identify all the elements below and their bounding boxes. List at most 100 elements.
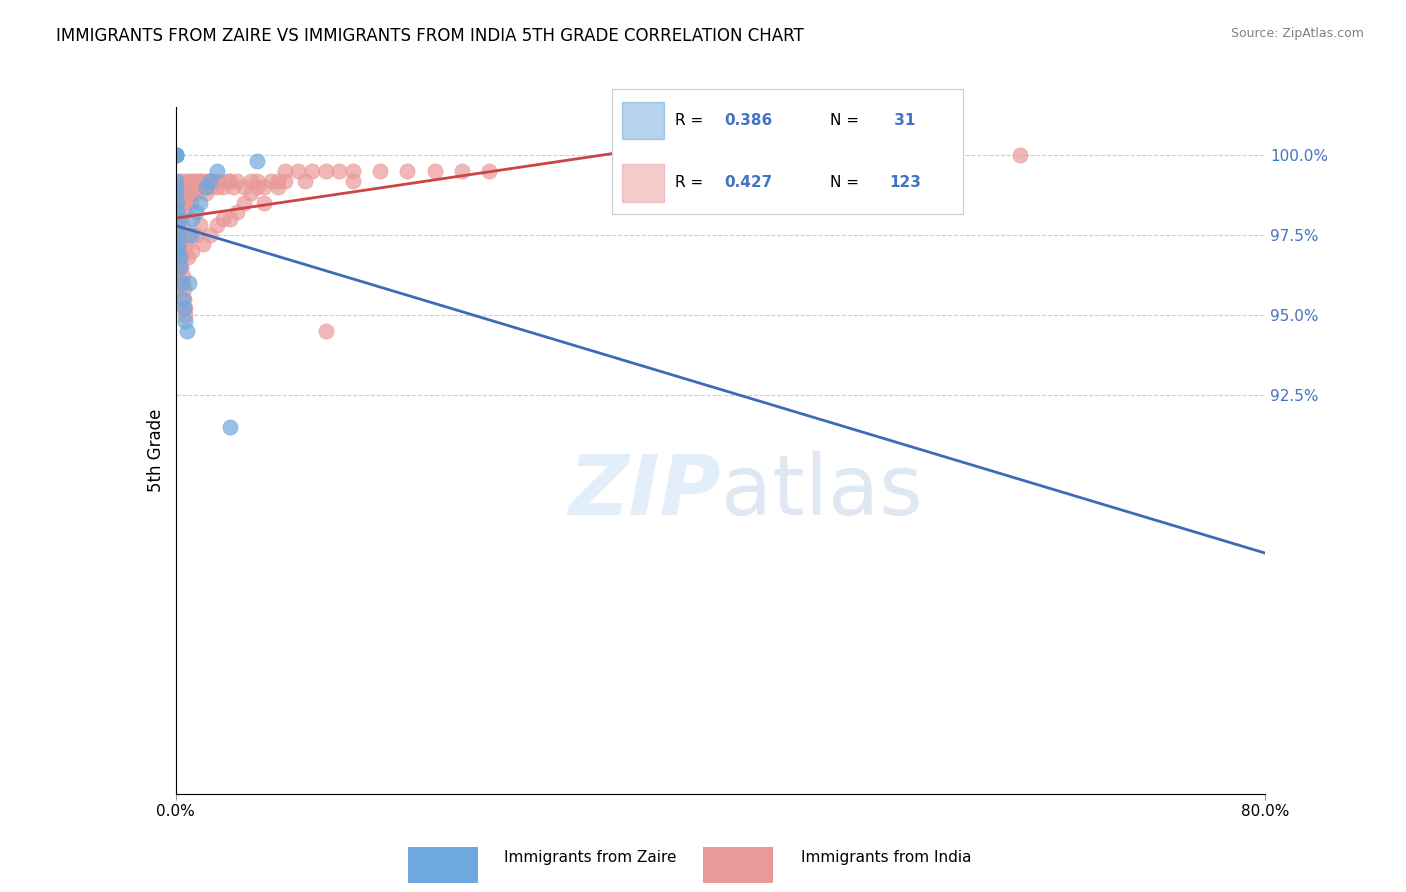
Point [179, 227, 201, 242]
Point [167, 219, 190, 233]
Point [177, 186, 200, 201]
Point [176, 180, 198, 194]
Point [179, 173, 201, 187]
Point [342, 164, 364, 178]
Point [169, 211, 191, 226]
Point [170, 186, 193, 201]
Point [186, 186, 208, 201]
Text: 0.386: 0.386 [724, 113, 772, 128]
Point [165, 244, 187, 258]
Point [202, 173, 225, 187]
Point [342, 173, 364, 187]
Point [1010, 148, 1032, 162]
Point [165, 237, 187, 252]
Point [170, 195, 193, 210]
Point [186, 180, 208, 194]
Point [423, 164, 446, 178]
Point [165, 269, 187, 284]
Point [198, 227, 221, 242]
Point [166, 219, 188, 233]
Point [191, 237, 214, 252]
Point [166, 195, 188, 210]
Point [165, 180, 187, 194]
Point [181, 186, 204, 201]
Point [179, 276, 201, 290]
Point [180, 180, 202, 194]
Point [173, 195, 195, 210]
Point [167, 244, 190, 258]
Text: ZIP: ZIP [568, 451, 721, 533]
Point [167, 195, 190, 210]
Point [169, 260, 191, 274]
Point [165, 219, 187, 233]
Point [172, 269, 194, 284]
Point [190, 180, 212, 194]
Point [179, 186, 201, 201]
Point [172, 292, 194, 306]
Point [232, 195, 254, 210]
Point [219, 211, 242, 226]
Point [165, 227, 187, 242]
Point [186, 227, 208, 242]
Point [174, 186, 197, 201]
Point [180, 195, 202, 210]
Point [165, 205, 187, 219]
Point [172, 276, 194, 290]
Point [217, 173, 239, 187]
Point [260, 173, 283, 187]
Point [174, 308, 197, 322]
Point [195, 180, 218, 194]
Point [169, 195, 191, 210]
Point [287, 164, 309, 178]
Point [172, 195, 194, 210]
Point [170, 276, 193, 290]
Point [239, 173, 262, 187]
Point [165, 148, 187, 162]
Point [173, 282, 195, 296]
Point [197, 173, 219, 187]
Point [170, 260, 193, 274]
Point [239, 186, 262, 201]
Point [188, 173, 211, 187]
Point [193, 180, 215, 194]
Point [246, 173, 269, 187]
Point [188, 195, 211, 210]
Point [172, 180, 194, 194]
Point [191, 173, 214, 187]
FancyBboxPatch shape [621, 102, 665, 139]
Point [205, 219, 228, 233]
Point [176, 324, 198, 338]
Point [166, 269, 188, 284]
Point [174, 301, 197, 316]
Point [198, 173, 221, 187]
Point [173, 173, 195, 187]
Point [205, 180, 228, 194]
Point [198, 173, 221, 187]
Point [315, 164, 337, 178]
Point [169, 244, 191, 258]
Point [166, 250, 188, 264]
Point [294, 173, 316, 187]
Point [169, 173, 191, 187]
Point [212, 211, 235, 226]
Point [186, 205, 208, 219]
Point [166, 195, 188, 210]
Point [167, 180, 190, 194]
Point [169, 227, 191, 242]
Point [246, 180, 269, 194]
Point [169, 186, 191, 201]
Point [267, 180, 290, 194]
Point [165, 148, 187, 162]
Point [166, 237, 188, 252]
Point [181, 173, 204, 187]
Point [174, 195, 197, 210]
Point [274, 173, 297, 187]
Point [181, 244, 204, 258]
Point [328, 164, 350, 178]
Point [165, 260, 187, 274]
Point [274, 164, 297, 178]
Point [267, 173, 290, 187]
Point [212, 180, 235, 194]
Point [167, 219, 190, 233]
Point [165, 211, 187, 226]
